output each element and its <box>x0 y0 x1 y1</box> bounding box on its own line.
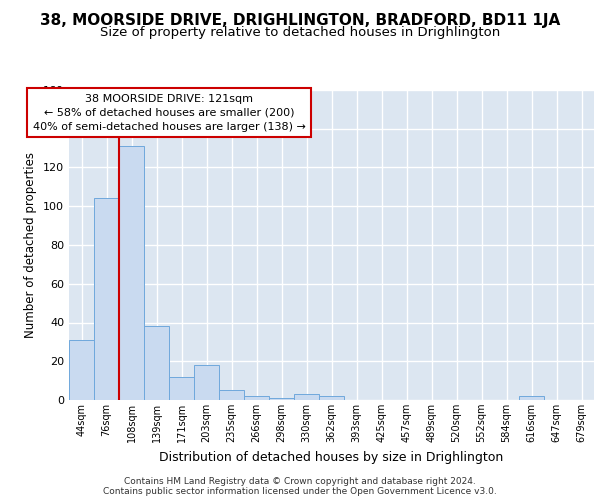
Bar <box>194 365 219 400</box>
Text: Contains HM Land Registry data © Crown copyright and database right 2024.
Contai: Contains HM Land Registry data © Crown c… <box>103 476 497 496</box>
Text: 38, MOORSIDE DRIVE, DRIGHLINGTON, BRADFORD, BD11 1JA: 38, MOORSIDE DRIVE, DRIGHLINGTON, BRADFO… <box>40 12 560 28</box>
Bar <box>69 340 94 400</box>
Bar <box>244 396 269 400</box>
Bar <box>144 326 169 400</box>
Bar <box>169 377 194 400</box>
Bar <box>269 398 294 400</box>
Bar <box>519 396 544 400</box>
Bar <box>119 146 144 400</box>
Bar <box>94 198 119 400</box>
Text: Size of property relative to detached houses in Drighlington: Size of property relative to detached ho… <box>100 26 500 39</box>
Bar <box>219 390 244 400</box>
Bar <box>294 394 319 400</box>
Text: 38 MOORSIDE DRIVE: 121sqm
← 58% of detached houses are smaller (200)
40% of semi: 38 MOORSIDE DRIVE: 121sqm ← 58% of detac… <box>32 94 305 132</box>
X-axis label: Distribution of detached houses by size in Drighlington: Distribution of detached houses by size … <box>160 450 503 464</box>
Y-axis label: Number of detached properties: Number of detached properties <box>25 152 37 338</box>
Bar <box>319 396 344 400</box>
